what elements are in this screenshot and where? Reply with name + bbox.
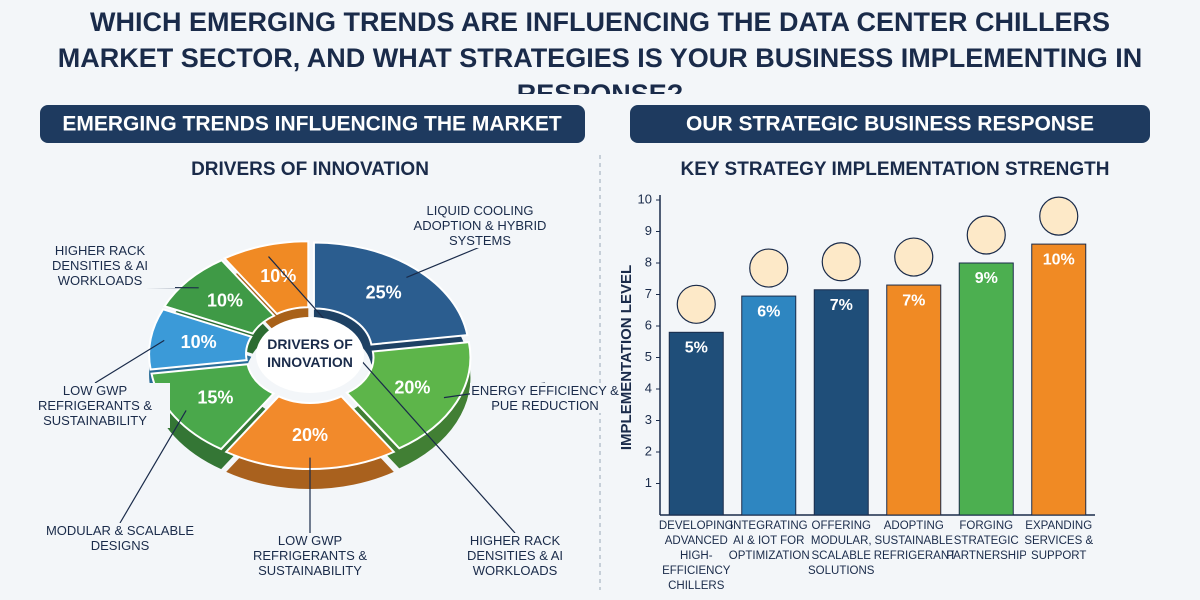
y-tick-label: 6 [645,317,652,332]
bar-annotation: 9% [975,270,998,287]
chart-title: KEY STRATEGY IMPLEMENTATION STRENGTH [681,159,1110,180]
y-tick-label: 5 [645,349,652,364]
center-label: DRIVERS OF INNOVATION [267,336,353,370]
bar-icon [749,248,789,288]
x-tick-label: OFFERING MODULAR, SCALABLE SOLUTIONS [808,520,875,577]
slice-label: 15% [197,388,233,408]
bar [668,331,724,516]
slice-label: 10% [207,291,243,311]
x-tick-label: DEVELOPING ADVANCED HIGH-EFFICIENCY CHIL… [658,520,734,589]
category-label-box: LOW GWP REFRIGERANTS & SUSTAINABILITY [20,383,170,428]
x-tick-label: ADOPTING SUSTAINABLE REFRIGERANTS [873,520,954,562]
title-box: WHICH EMERGING TRENDS ARE INFLUENCING TH… [57,7,1143,94]
bar-icon [894,237,934,277]
slice-label: 10% [181,332,217,352]
category-label-box: HIGHER RACK DENSITIES & AI WORKLOADS [440,533,590,578]
leader-line [119,410,187,524]
slice-label: 25% [366,283,402,303]
category-label-box: ENERGY EFFICIENCY & PUE REDUCTION [470,383,620,413]
y-tick-label: 3 [645,412,652,427]
y-tick-label: 10 [638,191,652,206]
slice [224,395,396,470]
x-tick-label-box: OFFERING MODULAR, SCALABLE SOLUTIONS [808,520,875,577]
x-tick-label-box: FORGING STRATEGIC PARTNERSHIPS [946,520,1027,562]
bar-annotation: 5% [685,340,708,357]
x-tick-label-box: EXPANDING SERVICES & SUPPORT [1024,520,1094,562]
category-label: LOW GWP REFRIGERANTS & SUSTAINABILITY [235,533,385,578]
page-title: WHICH EMERGING TRENDS ARE INFLUENCING TH… [57,7,1143,94]
slice [345,341,472,450]
x-tick-label: INTEGRATING AI & IOT FOR OPTIMIZATION [728,520,809,562]
category-label: HIGHER RACK DENSITIES & AI WORKLOADS [440,533,590,578]
bar [1031,243,1087,516]
slice-label: 20% [394,377,430,397]
category-label-box: MODULAR & SCALABLE DESIGNS [45,523,195,553]
y-tick-label: 2 [645,443,652,458]
y-axis-label: IMPLEMENTATION LEVEL [618,265,635,450]
category-label: ENERGY EFFICIENCY & PUE REDUCTION [470,383,620,413]
x-tick-label-box: INTEGRATING AI & IOT FOR OPTIMIZATION [728,520,809,562]
bar [813,289,869,516]
slice [162,259,276,335]
bar-icon [821,242,861,282]
x-tick-label: EXPANDING SERVICES & SUPPORT [1024,520,1094,562]
section-title: OUR STRATEGIC BUSINESS RESPONSE [686,113,1094,136]
category-label-box: LIQUID COOLING ADOPTION & HYBRID SYSTEMS [405,203,555,248]
chart-title: DRIVERS OF INNOVATION [191,159,429,180]
category-label: HIGHER RACK DENSITIES & AI WORKLOADS [25,243,175,288]
slice [312,241,469,346]
category-label: LOW GWP REFRIGERANTS & SUSTAINABILITY [20,383,170,428]
bar-annotation: 7% [830,297,853,314]
y-tick-label: 8 [645,254,652,269]
bar-annotation: 6% [757,303,780,320]
donut-hole [256,317,364,393]
y-tick-label: 9 [645,223,652,238]
x-tick-label-box: DEVELOPING ADVANCED HIGH-EFFICIENCY CHIL… [658,520,734,589]
x-tick-label-box: ADOPTING SUSTAINABLE REFRIGERANTS [873,520,954,562]
y-tick-label: 7 [645,286,652,301]
category-label-box: HIGHER RACK DENSITIES & AI WORKLOADS [25,243,175,288]
section-title: EMERGING TRENDS INFLUENCING THE MARKET [62,113,562,136]
category-label: MODULAR & SCALABLE DESIGNS [45,523,195,553]
bar [741,295,797,516]
center-label-box: DRIVERS OF INNOVATION [267,336,353,370]
slice [222,240,310,316]
slice [150,363,276,451]
bar-icon [676,284,716,324]
slice [148,308,253,371]
leader-line [406,246,481,279]
y-tick-label: 4 [645,380,652,395]
bar [886,284,942,516]
bar [958,262,1014,516]
bar-icon [966,215,1006,255]
section-banner [630,105,1150,143]
bar-icon [1039,196,1079,236]
category-label-box: LOW GWP REFRIGERANTS & SUSTAINABILITY [235,533,385,578]
x-tick-label: FORGING STRATEGIC PARTNERSHIPS [946,520,1027,562]
bar-annotation: 10% [1043,251,1075,268]
leader-line [268,256,516,534]
leader-line [94,339,165,384]
y-tick-label: 1 [645,475,652,490]
slice-label: 20% [292,425,328,445]
bar-annotation: 7% [902,292,925,309]
section-banner [40,105,585,143]
category-label: LIQUID COOLING ADOPTION & HYBRID SYSTEMS [405,203,555,248]
slice-label: 10% [260,266,296,286]
